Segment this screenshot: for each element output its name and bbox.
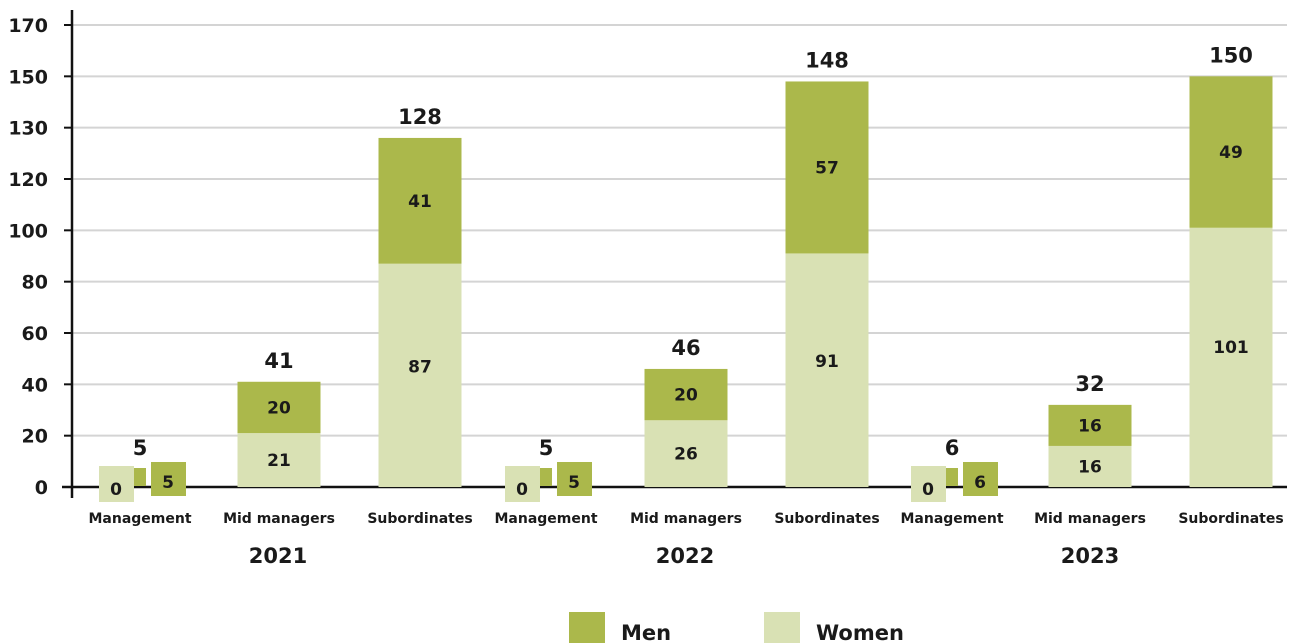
category-label: Mid managers bbox=[1034, 511, 1146, 527]
men-value-label: 5 bbox=[162, 473, 174, 493]
women-value-label: 0 bbox=[922, 480, 934, 500]
legend-swatch-women bbox=[764, 612, 800, 643]
women-value-label: 101 bbox=[1213, 338, 1249, 358]
total-value-label: 6 bbox=[945, 436, 960, 460]
women-value-label: 87 bbox=[408, 357, 432, 377]
category-label: Subordinates bbox=[1178, 511, 1283, 527]
y-tick-label: 170 bbox=[8, 15, 48, 37]
year-label: 2021 bbox=[249, 544, 307, 568]
women-value-label: 0 bbox=[516, 480, 528, 500]
y-tick-label: 120 bbox=[8, 169, 48, 191]
bar-segment-men bbox=[151, 462, 186, 496]
bar-segment-women bbox=[911, 466, 946, 502]
y-tick-label: 20 bbox=[22, 426, 48, 448]
y-tick-label: 100 bbox=[8, 220, 48, 242]
bar-segment-men bbox=[644, 368, 728, 421]
category-label: Mid managers bbox=[223, 511, 335, 527]
bar-segment-men bbox=[785, 81, 869, 254]
category-label: Mid managers bbox=[630, 511, 742, 527]
men-value-label: 6 bbox=[974, 473, 986, 493]
bar-segment-women bbox=[378, 263, 462, 487]
men-value-label: 41 bbox=[408, 192, 432, 212]
women-value-label: 26 bbox=[674, 445, 698, 465]
legend-label-women: Women bbox=[816, 621, 904, 643]
bar-segment-men bbox=[963, 462, 998, 496]
bar-segment-men bbox=[237, 381, 321, 434]
men-value-label: 57 bbox=[815, 158, 839, 178]
bar-segment-women bbox=[237, 433, 321, 487]
category-label: Subordinates bbox=[774, 511, 879, 527]
y-tick-label: 130 bbox=[8, 118, 48, 140]
bar-segment-men bbox=[378, 137, 462, 264]
men-value-label: 20 bbox=[674, 386, 698, 406]
category-label: Management bbox=[494, 511, 597, 527]
total-value-label: 128 bbox=[398, 105, 442, 129]
bar-segment-women bbox=[505, 466, 540, 502]
women-value-label: 0 bbox=[110, 480, 122, 500]
bar-segment-men bbox=[1189, 76, 1273, 228]
men-value-label: 16 bbox=[1078, 416, 1102, 436]
total-value-label: 41 bbox=[264, 349, 293, 373]
bar-segment-women bbox=[1048, 445, 1132, 487]
women-value-label: 16 bbox=[1078, 457, 1102, 477]
bar-segment-women bbox=[644, 420, 728, 487]
bar-segment-men bbox=[557, 462, 592, 496]
y-tick-label: 60 bbox=[22, 323, 48, 345]
total-value-label: 5 bbox=[133, 436, 148, 460]
y-tick-label: 40 bbox=[22, 374, 48, 396]
bar-segment-women bbox=[1189, 227, 1273, 487]
men-value-label: 5 bbox=[568, 473, 580, 493]
bar-segment-men bbox=[1048, 404, 1132, 446]
y-tick-label: 150 bbox=[8, 66, 48, 88]
legend-swatch-men bbox=[569, 612, 605, 643]
legend: Men Women bbox=[569, 612, 904, 643]
total-value-label: 32 bbox=[1075, 372, 1104, 396]
category-label: Management bbox=[900, 511, 1003, 527]
men-value-label: 20 bbox=[267, 398, 291, 418]
bars bbox=[99, 76, 1273, 502]
total-value-label: 5 bbox=[539, 436, 554, 460]
category-label: Subordinates bbox=[367, 511, 472, 527]
y-tick-label: 80 bbox=[22, 272, 48, 294]
year-label: 2022 bbox=[656, 544, 714, 568]
bar-segment-women bbox=[785, 253, 869, 487]
men-value-label: 49 bbox=[1219, 143, 1243, 163]
women-value-label: 21 bbox=[267, 451, 291, 471]
bar-segment-women bbox=[99, 466, 134, 502]
y-tick-label: 0 bbox=[35, 477, 48, 499]
total-value-label: 150 bbox=[1209, 43, 1253, 67]
legend-label-men: Men bbox=[621, 621, 671, 643]
total-value-label: 148 bbox=[805, 48, 849, 72]
year-label: 2023 bbox=[1061, 544, 1119, 568]
women-value-label: 91 bbox=[815, 352, 839, 372]
category-label: Management bbox=[88, 511, 191, 527]
total-value-label: 46 bbox=[671, 336, 700, 360]
